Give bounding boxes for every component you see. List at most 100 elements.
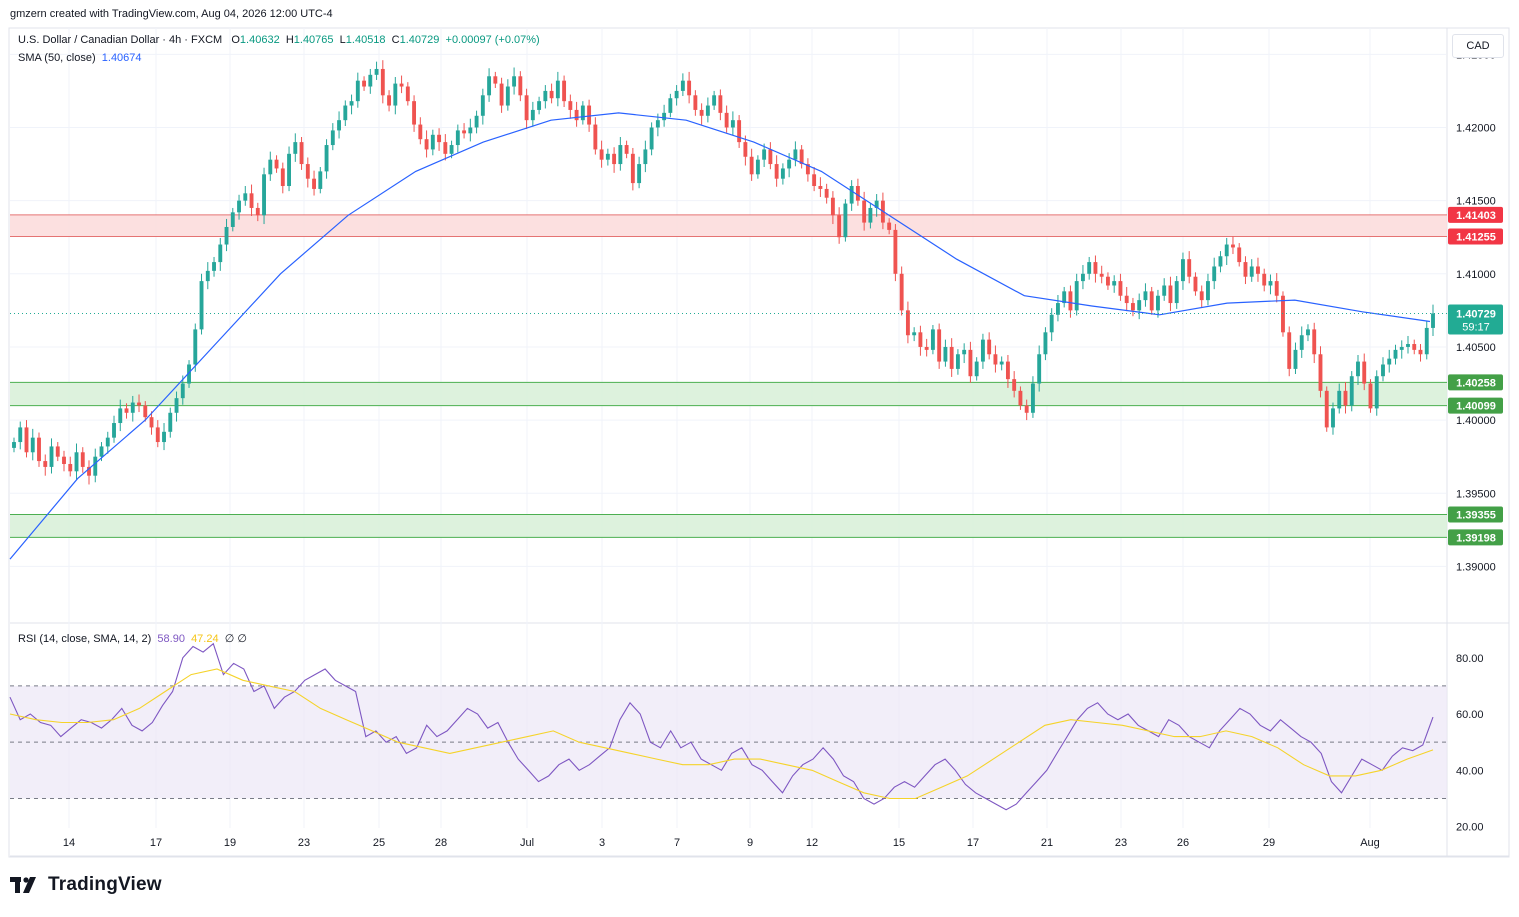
tradingview-logo[interactable]: TradingView (10, 874, 162, 896)
candle-up (1387, 358, 1392, 365)
candle-down (62, 456, 66, 464)
candle-up (168, 412, 173, 432)
candle-up (712, 95, 717, 106)
candle-up (512, 76, 517, 87)
zone-price-label: 1.39198 (1456, 532, 1496, 544)
candle-down (149, 417, 154, 428)
candle-up (962, 349, 967, 355)
rsi-legend: RSI (14, close, SMA, 14, 2) 58.90 47.24 … (18, 632, 247, 645)
price-tick-label: 1.39500 (1456, 488, 1496, 500)
rsi-band (10, 685, 1447, 799)
rsi-tick-label: 40.00 (1456, 765, 1484, 777)
time-tick-label: 23 (298, 837, 310, 849)
zone-price-tag (1448, 206, 1503, 223)
candle-down (312, 178, 316, 189)
candle-down (568, 101, 573, 110)
candle-up (1393, 349, 1398, 359)
time-tick-label: 19 (224, 837, 236, 849)
candle-up (543, 90, 548, 102)
candle-up (287, 153, 291, 187)
price-tick-label: 1.41500 (1456, 196, 1496, 208)
candle-down (1005, 361, 1010, 380)
time-tick-label: 3 (599, 837, 605, 849)
support-zone (10, 514, 1447, 538)
currency-label: CAD (1466, 40, 1490, 52)
candle-up (199, 281, 204, 330)
candle-down (1193, 276, 1198, 292)
candle-up (755, 159, 760, 175)
sma-line (9, 112, 1431, 560)
candle-up (637, 164, 642, 184)
candle-down (887, 222, 892, 230)
zone-price-label: 1.40099 (1456, 401, 1496, 413)
candle-up (224, 226, 229, 245)
tradingview-logo-text: TradingView (48, 874, 162, 895)
time-tick-label: 17 (150, 837, 162, 849)
candle-down (387, 95, 392, 106)
candle-up (980, 339, 985, 362)
time-tick-label: 17 (967, 837, 979, 849)
candle-up (1062, 291, 1067, 304)
candle-down (1318, 354, 1323, 391)
candle-up (605, 153, 610, 160)
resistance-zone (10, 214, 1447, 237)
candle-down (949, 346, 954, 369)
candle-up (1030, 383, 1035, 413)
candle-down (587, 105, 592, 125)
candle-down (630, 153, 635, 184)
candle-down (837, 215, 842, 238)
candle-up (843, 203, 848, 238)
candle-up (243, 193, 248, 201)
candle-up (455, 130, 460, 146)
candle-down (968, 349, 973, 377)
rsi-tick-label: 60.00 (1456, 709, 1484, 721)
candle-down (1099, 273, 1104, 277)
candle-down (1068, 291, 1073, 311)
tradingview-logo-icon (10, 877, 36, 893)
candle-up (180, 383, 185, 399)
outer-frame (8, 27, 1510, 858)
candle-up (293, 142, 298, 154)
zone-price-tag (1448, 397, 1503, 414)
candle-down (255, 207, 260, 216)
candle-up (1424, 327, 1429, 355)
candle-up (974, 361, 979, 377)
candle-up (30, 437, 35, 453)
candle-down (774, 164, 779, 179)
candle-up (374, 68, 379, 75)
candle-up (1381, 364, 1385, 377)
currency-selector[interactable]: CAD (1452, 34, 1504, 58)
candle-up (330, 130, 335, 146)
candle-down (249, 193, 254, 208)
candle-down (524, 95, 529, 121)
price-tick-label: 1.39000 (1456, 561, 1496, 573)
candle-up (505, 86, 510, 106)
price-tick-label: 1.40500 (1456, 342, 1496, 354)
candle-down (462, 130, 467, 134)
ohlc-open-label: O (231, 34, 240, 46)
candle-up (662, 112, 667, 121)
symbol-title: U.S. Dollar / Canadian Dollar · 4h · FXC… (18, 34, 223, 46)
candle-up (1043, 332, 1048, 355)
candle-up (1349, 376, 1354, 406)
candle-up (787, 159, 792, 169)
rsi-tick-label: 80.00 (1456, 653, 1484, 665)
candle-up (212, 262, 216, 271)
candle-down (405, 86, 410, 102)
candle-up (1356, 361, 1360, 377)
candle-up (474, 115, 479, 128)
candle-up (18, 427, 23, 443)
price-tick-label: 1.40000 (1456, 415, 1496, 427)
time-tick-label: 7 (674, 837, 680, 849)
candle-down (718, 95, 723, 113)
candle-down (362, 80, 366, 87)
candle-down (1012, 379, 1017, 391)
candle-down (1187, 259, 1192, 277)
candle-up (468, 127, 473, 134)
candle-down (1412, 344, 1417, 350)
candle-down (818, 186, 823, 189)
candle-down (1262, 273, 1267, 286)
candle-up (93, 456, 98, 476)
